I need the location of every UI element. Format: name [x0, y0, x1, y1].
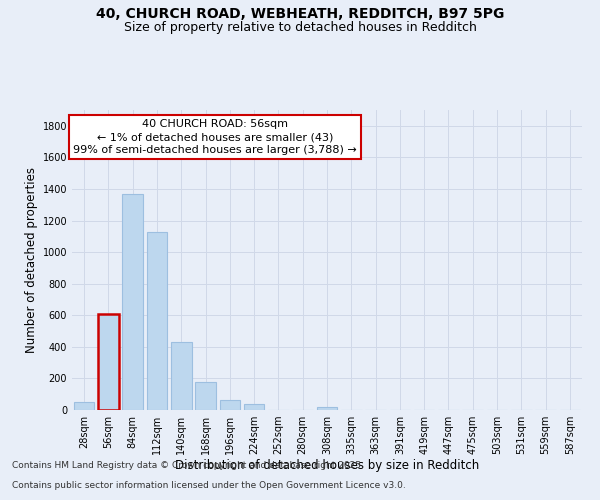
Text: Contains HM Land Registry data © Crown copyright and database right 2025.: Contains HM Land Registry data © Crown c…	[12, 461, 364, 470]
Bar	[146, 232, 167, 410]
Text: Size of property relative to detached houses in Redditch: Size of property relative to detached ho…	[124, 21, 476, 34]
Bar	[74, 402, 94, 410]
Text: 40, CHURCH ROAD, WEBHEATH, REDDITCH, B97 5PG: 40, CHURCH ROAD, WEBHEATH, REDDITCH, B97…	[96, 8, 504, 22]
Bar	[98, 314, 119, 410]
Text: Contains public sector information licensed under the Open Government Licence v3: Contains public sector information licen…	[12, 481, 406, 490]
Bar	[122, 194, 143, 410]
Bar	[171, 342, 191, 410]
X-axis label: Distribution of detached houses by size in Redditch: Distribution of detached houses by size …	[175, 458, 479, 471]
Bar	[220, 400, 240, 410]
Bar	[244, 404, 265, 410]
Text: 40 CHURCH ROAD: 56sqm
← 1% of detached houses are smaller (43)
99% of semi-detac: 40 CHURCH ROAD: 56sqm ← 1% of detached h…	[73, 119, 356, 156]
Bar	[317, 407, 337, 410]
Bar	[195, 382, 216, 410]
Y-axis label: Number of detached properties: Number of detached properties	[25, 167, 38, 353]
